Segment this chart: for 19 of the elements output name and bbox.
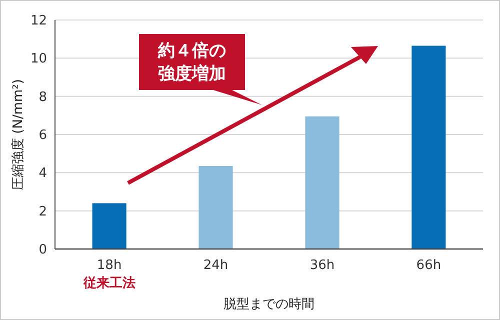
y-tick-label: 8 [38,90,47,105]
x-tick-label: 36h [310,258,335,273]
y-tick-label: 10 [30,52,47,67]
x-tick-label: 24h [203,258,228,273]
y-tick-label: 6 [38,128,47,144]
text: 従来工法 [82,276,136,291]
x-tick-label: 66h [416,258,442,273]
bar [92,203,126,249]
x-tick-label: 18h [96,258,122,273]
y-axis-title: 圧縮強度 (N/mm²) [10,79,26,190]
bar [305,116,340,249]
y-tick-label: 12 [30,14,47,29]
x-axis-title: 脱型までの時間 [224,297,314,312]
annotation: 約４倍の強度増加 [157,41,226,84]
bar [198,166,233,249]
y-tick-label: 0 [38,242,47,258]
y-tick-label: 4 [38,166,47,182]
bar [412,46,446,249]
y-tick-label: 2 [38,204,47,220]
